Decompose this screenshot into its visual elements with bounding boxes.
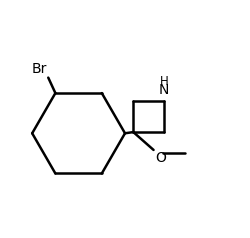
Text: N: N (159, 83, 170, 97)
Text: Br: Br (32, 62, 47, 76)
Text: O: O (155, 151, 166, 165)
Text: H: H (160, 75, 169, 88)
